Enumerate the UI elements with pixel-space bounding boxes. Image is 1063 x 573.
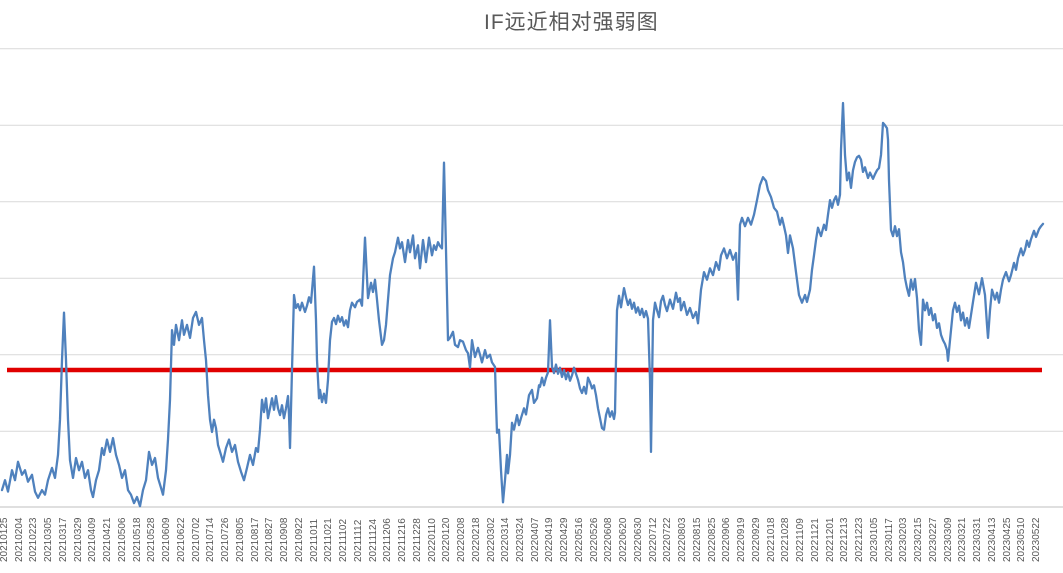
x-axis-tick-label: 20210506 — [116, 517, 128, 563]
relative-strength-line — [0, 101, 1045, 508]
x-axis-tick-label: 20211216 — [397, 518, 409, 562]
x-axis-tick-label: 20220324 — [515, 517, 526, 563]
x-axis-tick-label: 20210518 — [131, 517, 143, 563]
x-axis-tick-label: 20230215 — [913, 517, 925, 563]
x-axis-tick-label: 20230331 — [972, 517, 984, 563]
x-axis-tick-label: 20211011 — [308, 518, 320, 562]
x-axis-tick-label: 20220929 — [750, 517, 762, 563]
x-axis-tick-label: 20220906 — [721, 517, 733, 563]
x-axis-tick-label: 20220919 — [736, 517, 748, 563]
x-axis-tick-label: 20230105 — [868, 517, 880, 563]
x-axis-tick-label: 20211112 — [352, 519, 364, 562]
x-axis-tick-label: 20210409 — [87, 517, 99, 563]
x-axis-tick-label: 20220314 — [500, 517, 512, 563]
x-axis-tick-label: 20211021 — [323, 518, 335, 562]
x-axis-tick-label: 20220722 — [662, 517, 674, 563]
x-axis-tick-label: 20220302 — [485, 517, 497, 563]
x-axis-tick-label: 20220608 — [603, 517, 615, 563]
x-axis-tick-label: 20210528 — [146, 517, 158, 563]
x-axis-tick-label: 20221109 — [795, 518, 807, 562]
x-axis-tick-label: 20221028 — [780, 517, 792, 563]
x-axis-tick-label: 20210726 — [220, 517, 232, 563]
x-axis-tick-label: 20220815 — [691, 517, 703, 563]
x-axis-tick-label: 20210223 — [28, 517, 40, 563]
x-axis-tick-label: 20220120 — [441, 517, 453, 563]
x-axis-tick-label: 20210329 — [72, 517, 84, 563]
x-axis-tick-label: 20230227 — [927, 517, 939, 563]
x-axis-tick-label: 20220620 — [618, 517, 630, 563]
x-axis-tick-label: 20220712 — [647, 517, 659, 563]
x-axis-tick-label: 20211228 — [411, 518, 423, 562]
x-axis-tick-label: 20210305 — [43, 517, 55, 563]
x-axis-tick-label: 20210922 — [293, 517, 305, 563]
x-axis-tick-label: 20221201 — [824, 517, 836, 563]
x-axis-tick-label: 20220429 — [559, 517, 571, 563]
x-axis-tick-label: 20210421 — [102, 517, 114, 563]
x-axis-tick-label: 20220208 — [456, 517, 468, 563]
x-axis-tick-label: 20210702 — [190, 517, 202, 563]
x-axis-tick-label: 20211206 — [382, 518, 394, 562]
x-axis-tick-label: 20221213 — [839, 517, 851, 563]
x-axis-tick-label: 20211124 — [367, 518, 379, 562]
x-axis-tick-label: 20221121 — [809, 518, 821, 562]
x-axis-tick-label: 20220218 — [470, 517, 482, 563]
x-axis-tick-label: 20210827 — [264, 517, 276, 563]
x-axis-tick-label: 20210317 — [57, 517, 69, 563]
x-axis-tick-label: 20230117 — [883, 518, 895, 562]
chart-title: IF远近相对强弱图 — [484, 11, 659, 34]
x-axis-tick-label: 20210622 — [175, 517, 187, 563]
x-axis-tick-label: 20210908 — [279, 517, 291, 563]
x-axis-tick-label: 20230425 — [1001, 517, 1013, 563]
x-axis-tick-label: 20230522 — [1031, 517, 1042, 563]
x-axis-tick-label: 20230413 — [986, 517, 998, 563]
x-axis-tick-label: 20211102 — [338, 518, 350, 562]
x-axis-tick-label: 20210805 — [234, 517, 246, 563]
x-axis-tick-label: 20220630 — [632, 517, 644, 563]
x-axis-tick-label: 20220516 — [573, 517, 585, 563]
x-axis-tick-label: 20220526 — [588, 517, 600, 563]
x-axis-tick-label: 20221018 — [765, 517, 777, 563]
x-axis-tick-label: 20210204 — [13, 517, 25, 563]
x-axis-tick-label: 20210714 — [205, 517, 217, 563]
x-axis-tick-label: 20220419 — [544, 517, 556, 563]
x-axis-tick-label: 20230203 — [898, 517, 910, 563]
x-axis-tick-label: 20230321 — [957, 517, 969, 563]
x-axis-tick-label: 20210609 — [161, 517, 173, 563]
x-axis-tick-label: 20210817 — [249, 517, 261, 563]
x-axis-tick-label: 20220110 — [426, 518, 438, 562]
x-axis-tick-label: 20230309 — [942, 517, 954, 563]
x-axis-tick-label: 20220407 — [529, 517, 541, 563]
x-axis-tick-label: 20220803 — [677, 517, 689, 563]
x-axis-tick-label: 20210125 — [0, 517, 10, 563]
x-axis-tick-label: 20221223 — [854, 517, 866, 563]
x-axis-tick-label: 20220825 — [706, 517, 718, 563]
x-axis-tick-label: 20230510 — [1016, 517, 1028, 563]
